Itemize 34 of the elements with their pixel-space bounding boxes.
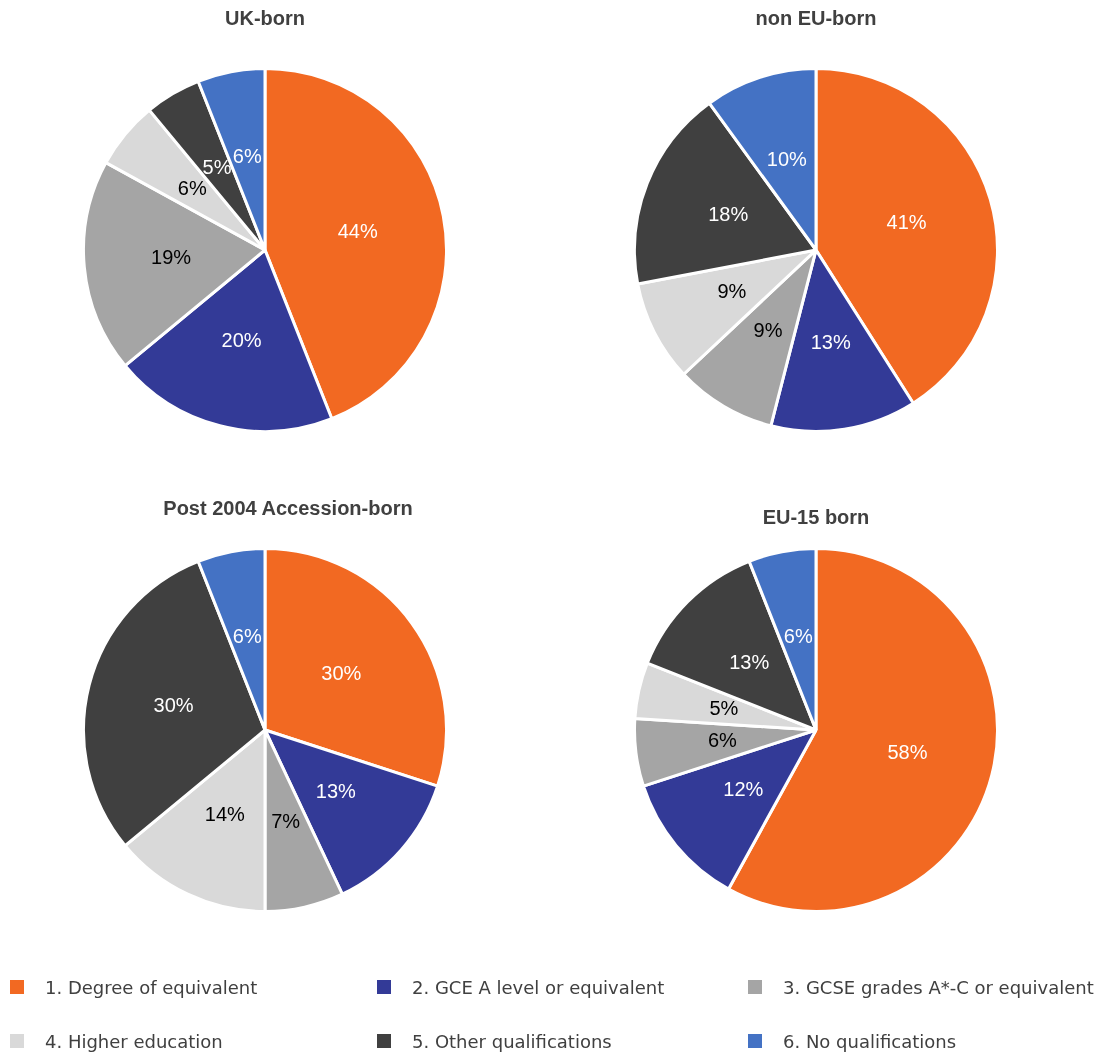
data-label: 6% <box>783 624 813 647</box>
chart-title: UK-born <box>224 6 306 30</box>
data-label: 5% <box>709 696 739 719</box>
data-label: 6% <box>177 177 207 200</box>
data-label: 10% <box>766 147 808 170</box>
data-label: 6% <box>232 144 262 167</box>
chart-title: non EU-born <box>754 6 878 30</box>
data-label: 13% <box>315 779 357 802</box>
legend-label: 5. Other qualifications <box>412 1030 612 1052</box>
data-label: 19% <box>151 246 192 269</box>
chart-title: Post 2004 Accession-born <box>162 496 414 520</box>
data-label: 12% <box>723 777 764 800</box>
legend-label: 4. Higher education <box>45 1030 223 1052</box>
data-label: 30% <box>321 662 362 685</box>
legend-label: 1. Degree of equivalent <box>45 976 258 998</box>
data-label: 20% <box>221 328 262 351</box>
data-label: 18% <box>708 202 749 225</box>
data-label: 5% <box>202 156 232 179</box>
data-label: 14% <box>204 802 246 825</box>
data-label: 9% <box>753 318 783 341</box>
data-label: 6% <box>707 729 738 752</box>
data-label: 58% <box>887 740 928 763</box>
data-label: 9% <box>717 280 747 303</box>
data-label: 44% <box>337 219 378 242</box>
data-label: 30% <box>153 694 194 717</box>
legend-label: 6. No qualifications <box>783 1030 957 1052</box>
data-label: 13% <box>729 650 770 673</box>
legend-label: 2. GCE A level or equivalent <box>412 976 665 998</box>
data-label: 7% <box>271 809 301 832</box>
data-label: 41% <box>886 211 927 234</box>
chart-title: EU-15 born <box>761 505 871 529</box>
data-label: 13% <box>810 330 851 353</box>
data-label: 6% <box>232 624 262 647</box>
legend-label: 3. GCSE grades A*-C or equivalent <box>783 976 1094 998</box>
